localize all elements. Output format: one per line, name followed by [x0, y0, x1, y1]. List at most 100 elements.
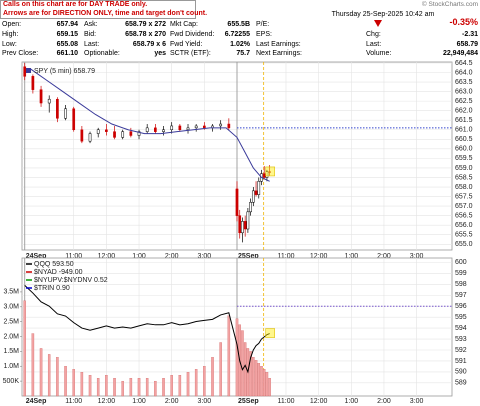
y-tick-label: 591: [455, 358, 467, 365]
field-label: Mkt Cap:: [170, 21, 199, 28]
field-value: 657.94: [56, 21, 78, 28]
y-tick-label: 660.5: [455, 136, 473, 143]
notice-box: Calls on this chart are for DAY TRADE on…: [0, 0, 207, 19]
y-tick-label: 656.5: [455, 212, 473, 219]
volume-bar: [265, 372, 269, 397]
field-label: Chg:: [366, 31, 381, 38]
candle-body: [238, 215, 242, 234]
x-tick-label: 2:00: [377, 398, 391, 405]
y-tick-label: 663.0: [455, 88, 473, 95]
candle-body: [186, 127, 190, 131]
volume-bar: [241, 330, 244, 397]
field-value: 655.5B: [227, 21, 250, 28]
candle-body: [170, 125, 174, 131]
y-tick-label: 592: [455, 347, 467, 354]
candle-body: [47, 98, 51, 104]
field-label: Next Earnings:: [256, 50, 302, 57]
volume-bar: [194, 369, 198, 397]
candle-body: [39, 89, 43, 104]
volume-bar: [47, 354, 51, 397]
y-tick-label: 661.0: [455, 127, 473, 134]
legend-text: SPY (5 min) 658.79: [34, 68, 95, 75]
x-tick-label: 2:00: [377, 253, 391, 260]
y-tick-label: 599: [455, 270, 467, 277]
y2-tick-label: 1.5M: [3, 348, 19, 355]
y-tick-label: 661.5: [455, 117, 473, 124]
candle-body: [262, 173, 266, 178]
candle-body: [72, 108, 76, 131]
candle-body: [235, 188, 239, 216]
volume-bar: [254, 360, 258, 397]
volume-bar: [39, 348, 43, 397]
candle-body: [80, 129, 84, 142]
timestamp: Thursday 25-Sep-2025 10:42 am: [331, 11, 435, 18]
y2-tick-label: 500K: [3, 378, 20, 385]
volume-bar: [88, 375, 92, 397]
volume-bar: [137, 378, 141, 397]
legend-text: $NYAD -949.00: [34, 269, 83, 276]
volume-bar: [203, 366, 206, 397]
y-tick-label: 595: [455, 314, 467, 321]
volume-bar: [211, 357, 214, 397]
x-tick-label: 3:00: [198, 253, 212, 260]
volume-bar: [145, 378, 149, 397]
field-label: High:: [2, 31, 19, 38]
y-tick-label: 660.0: [455, 146, 473, 153]
x-tick-label: 3:00: [410, 398, 424, 405]
candle-body: [23, 66, 27, 77]
volume-bar: [105, 375, 108, 397]
x-tick-label: 12:00: [310, 253, 328, 260]
field-value: 658.79: [456, 41, 478, 48]
legend-text: $TRIN 0.90: [34, 285, 70, 292]
current-bar-highlight: [265, 166, 275, 177]
volume-bar: [219, 342, 222, 397]
credit: © StockCharts.com: [421, 1, 478, 8]
y-tick-label: 662.5: [455, 98, 473, 105]
volume-bar: [80, 372, 84, 397]
candle-body: [154, 127, 157, 132]
y-tick-label: 657.0: [455, 203, 473, 210]
candle-body: [268, 171, 272, 173]
x-tick-label: 12:00: [310, 398, 328, 405]
candle-body: [251, 190, 255, 203]
field-label: Fwd Dividend:: [170, 31, 215, 38]
x-tick-label: 11:00: [277, 253, 294, 260]
y2-tick-label: 2.5M: [3, 318, 19, 325]
field-label: Volume:: [366, 50, 392, 57]
x-tick-label: 1:00: [132, 253, 146, 260]
volume-bar: [64, 366, 67, 397]
field-label: Last:: [366, 41, 382, 48]
field-label: Bid:: [84, 31, 97, 38]
y-tick-label: 597: [455, 292, 467, 299]
volume-bar: [72, 369, 75, 397]
candle-body: [241, 221, 244, 234]
notice-line: Calls on this chart are for DAY TRADE on…: [3, 1, 148, 8]
x-tick-label: 12:00: [98, 398, 116, 405]
y-tick-label: 658.0: [455, 184, 473, 191]
volume-bar: [113, 378, 116, 397]
y-tick-label: 658.5: [455, 174, 473, 181]
candle-body: [178, 125, 182, 131]
candle-body: [249, 202, 252, 213]
candle-body: [145, 127, 149, 132]
x-tick-label: 3:00: [198, 398, 212, 405]
candle-body: [64, 108, 67, 119]
field-label: Last:: [84, 41, 100, 48]
volume-bar: [257, 363, 261, 397]
field-label: EPS:: [256, 31, 272, 38]
candle-body: [254, 190, 258, 195]
volume-bar: [252, 357, 255, 397]
volume-bar: [260, 366, 263, 397]
y-tick-label: 659.0: [455, 165, 473, 172]
current-bar-highlight: [265, 328, 275, 338]
field-label: Prev Close:: [2, 50, 39, 57]
y-tick-label: 655.5: [455, 232, 473, 239]
y2-tick-label: 1.0M: [3, 363, 19, 370]
volume-bar: [121, 380, 124, 397]
candle-body: [219, 123, 223, 127]
field-value: 75.7: [236, 50, 250, 57]
y-tick-label: 655.0: [455, 241, 473, 248]
x-tick-label: 3:00: [410, 253, 424, 260]
field-label: Fwd Yield:: [170, 41, 203, 48]
